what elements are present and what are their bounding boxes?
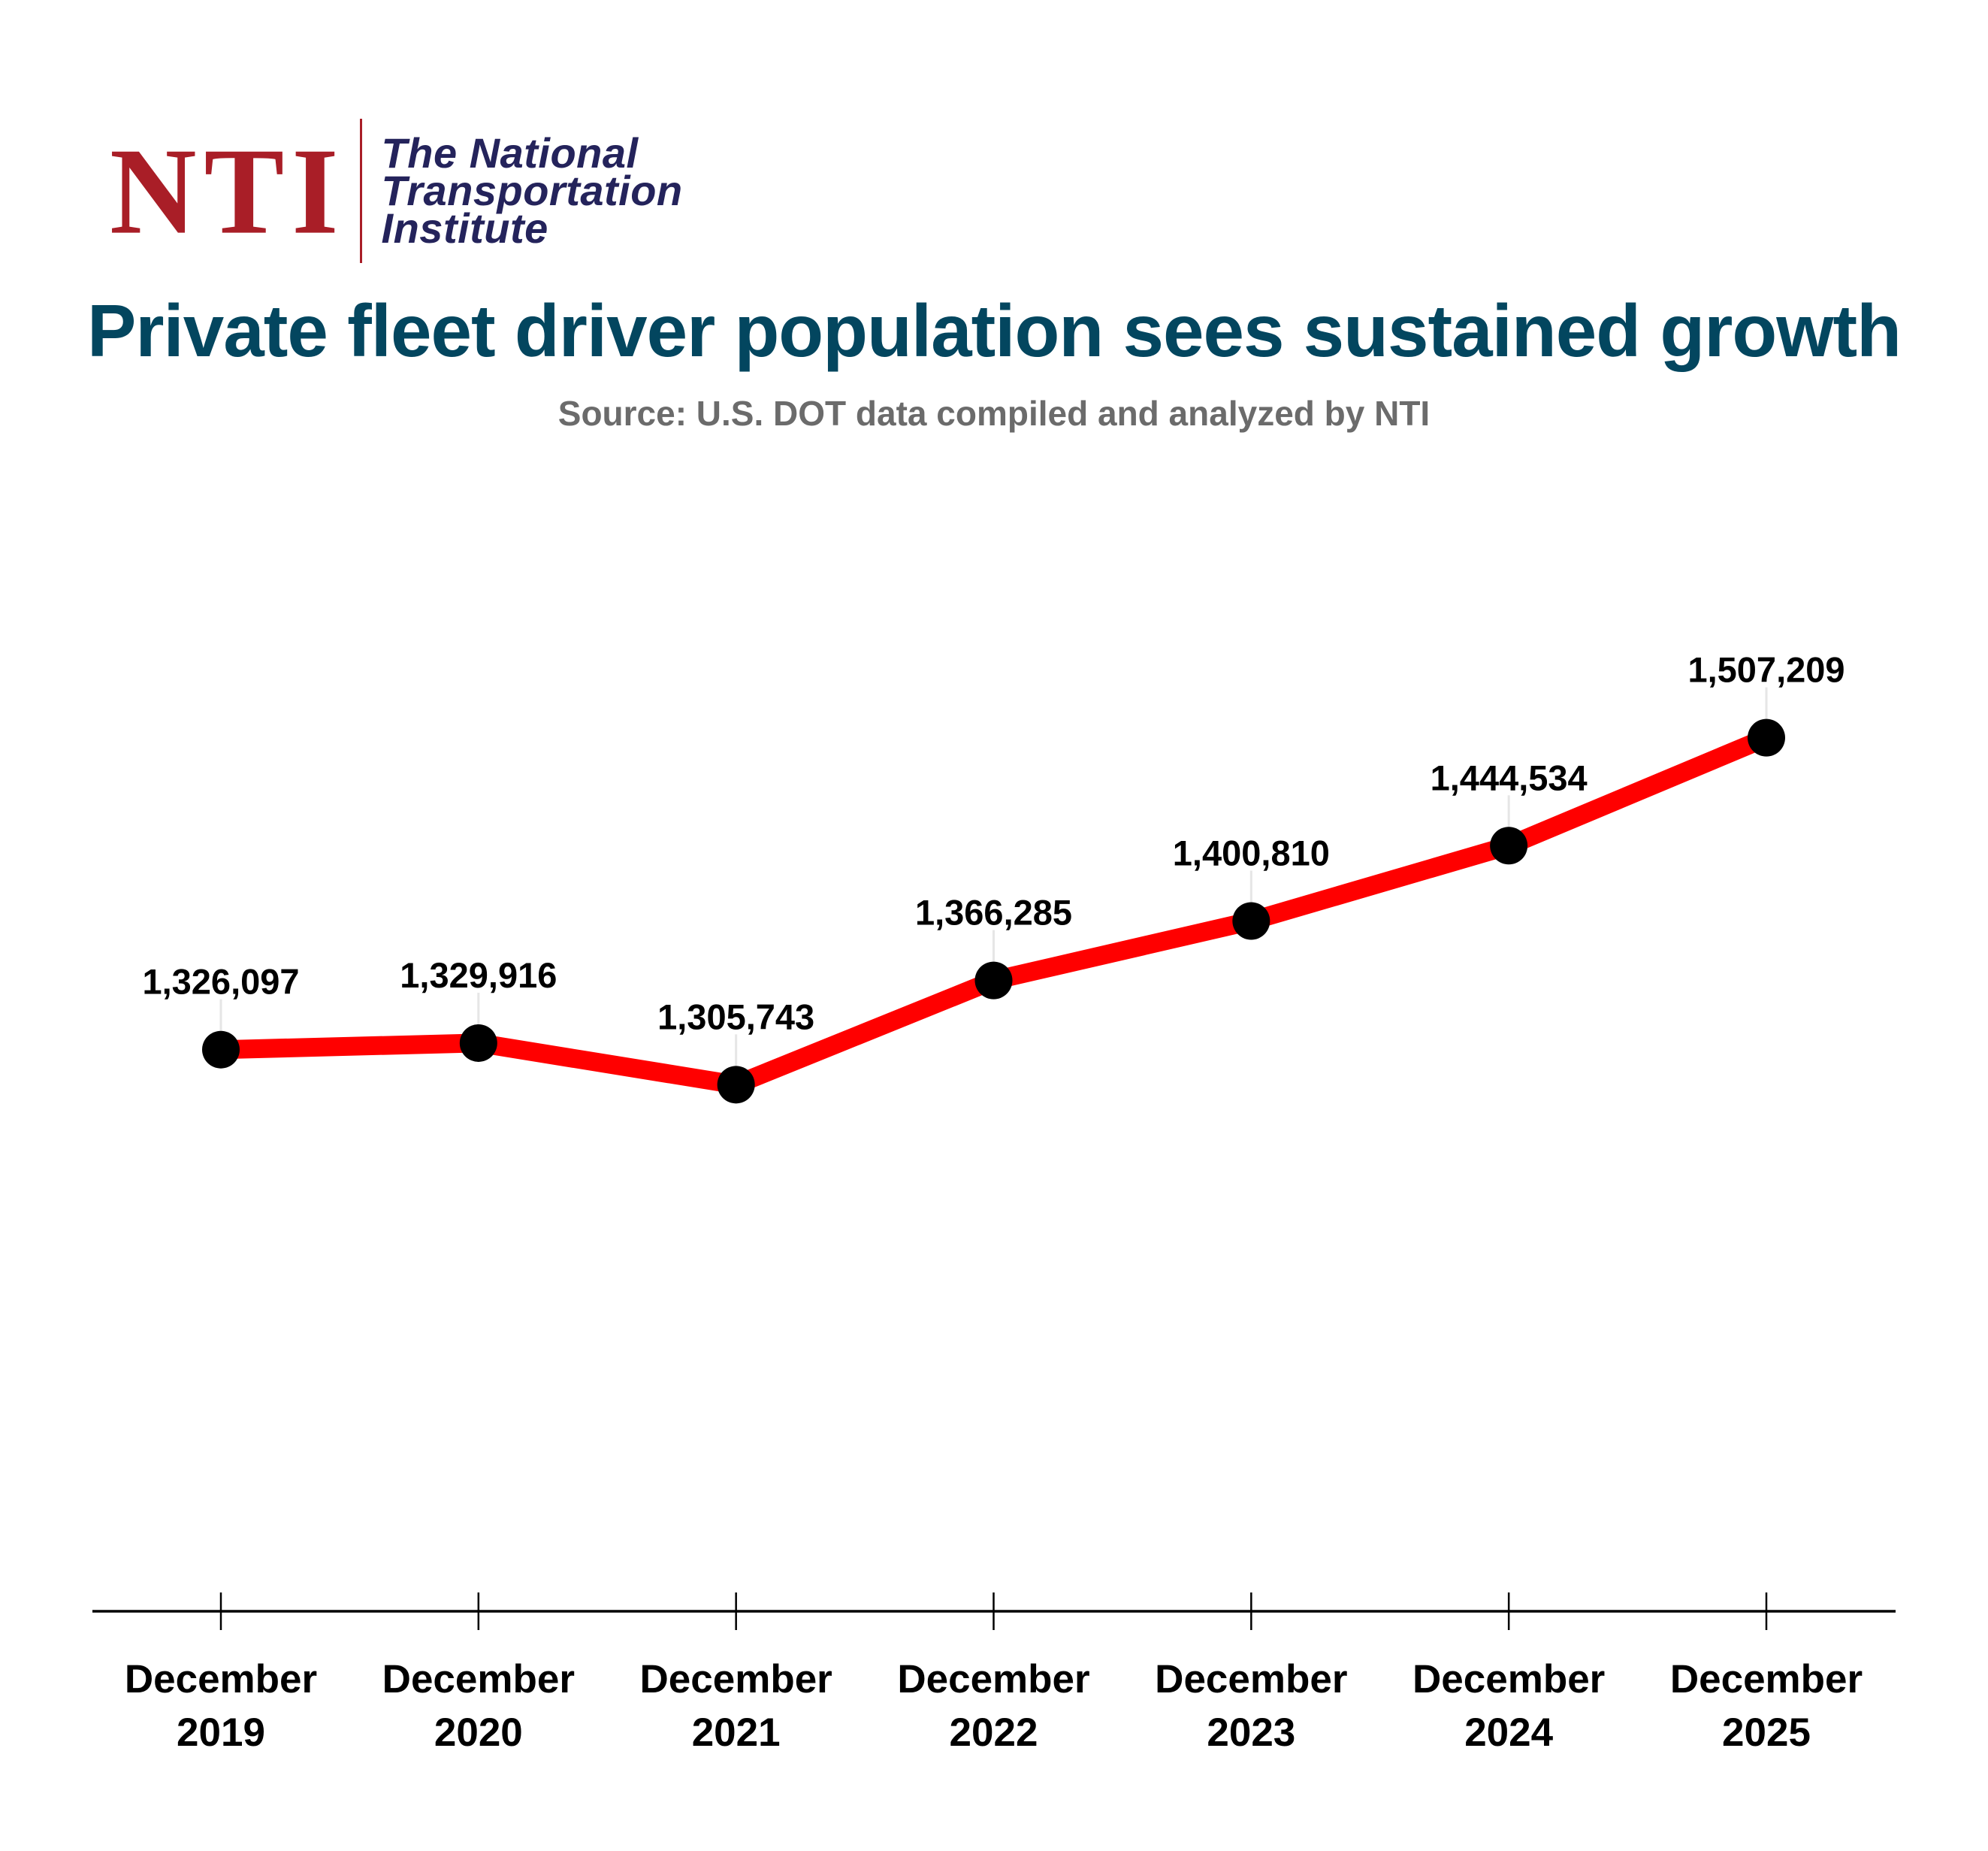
leader-lines xyxy=(219,687,1768,1069)
x-tick-label-month: December xyxy=(382,1657,575,1701)
data-label: 1,329,916 xyxy=(400,955,557,995)
x-tick-label: December 2025 xyxy=(1670,1657,1863,1755)
x-tick-label-year: 2023 xyxy=(1207,1710,1295,1755)
data-point xyxy=(1490,827,1528,865)
x-tick-label: December 2022 xyxy=(897,1657,1089,1755)
x-tick-label: December 2019 xyxy=(125,1657,317,1755)
x-tick-label-month: December xyxy=(1412,1657,1605,1701)
x-axis xyxy=(92,1592,1896,1630)
x-tick-label-month: December xyxy=(1670,1657,1863,1701)
x-tick-label: December 2024 xyxy=(1412,1657,1605,1755)
data-point xyxy=(1232,902,1270,940)
x-tick-label: December 2023 xyxy=(1155,1657,1347,1755)
x-tick-label-year: 2020 xyxy=(434,1710,523,1755)
x-tick-label-year: 2024 xyxy=(1464,1710,1553,1755)
x-tick-label-year: 2022 xyxy=(950,1710,1038,1755)
logo-line-3: Institute xyxy=(381,204,548,252)
data-point xyxy=(717,1066,755,1104)
chart-subtitle: Source: U.S. DOT data compiled and analy… xyxy=(557,394,1431,433)
markers xyxy=(202,718,1785,1104)
x-tick-label-month: December xyxy=(897,1657,1089,1701)
x-tick-label-year: 2019 xyxy=(177,1710,265,1755)
data-point xyxy=(974,961,1013,1000)
x-tick-label-month: December xyxy=(1155,1657,1347,1701)
logo-line-2: Transportation xyxy=(381,167,683,214)
data-label: 1,507,209 xyxy=(1687,650,1844,690)
data-point xyxy=(202,1030,240,1069)
data-label: 1,326,097 xyxy=(142,962,299,1002)
data-point xyxy=(459,1024,497,1062)
x-tick-label-year: 2021 xyxy=(692,1710,781,1755)
logo-wordmark: The National Transportation Institute xyxy=(382,119,683,263)
data-label: 1,400,810 xyxy=(1173,833,1330,873)
chart-title: Private fleet driver population sees sus… xyxy=(87,289,1902,372)
data-label: 1,444,534 xyxy=(1431,758,1588,797)
data-label: 1,305,743 xyxy=(657,997,814,1036)
data-labels: 1,326,097 1,329,916 1,305,743 1,366,285 1,40… xyxy=(142,650,1844,1037)
logo-line-1: The National xyxy=(381,129,639,177)
data-point xyxy=(1748,718,1785,757)
nti-logo: NTI The National Transportation Institut… xyxy=(110,119,683,263)
x-tick-label: December 2020 xyxy=(382,1657,575,1755)
x-tick-label-month: December xyxy=(125,1657,317,1701)
logo-divider xyxy=(359,119,362,263)
logo-mark: NTI xyxy=(110,122,346,260)
x-tick-label-month: December xyxy=(640,1657,832,1701)
data-label: 1,366,285 xyxy=(915,893,1072,933)
x-tick-label: December 2021 xyxy=(640,1657,832,1755)
x-tick-label-year: 2025 xyxy=(1722,1710,1811,1755)
